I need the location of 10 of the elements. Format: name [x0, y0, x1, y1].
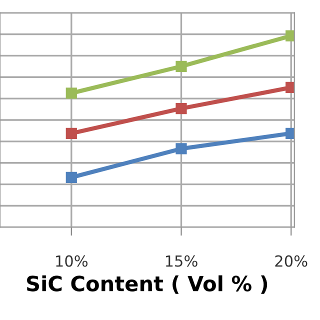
- x-axis-title: SiC Content ( Vol % ): [27, 275, 268, 294]
- x-tick-label: 10%: [56, 255, 88, 267]
- point: [176, 60, 187, 72]
- point: [66, 172, 77, 183]
- point: [176, 143, 187, 154]
- x-tick-label: 15%: [166, 255, 198, 267]
- point: [176, 102, 187, 114]
- x-tick-label: 20%: [275, 255, 308, 267]
- point: [66, 128, 77, 139]
- point: [66, 88, 77, 99]
